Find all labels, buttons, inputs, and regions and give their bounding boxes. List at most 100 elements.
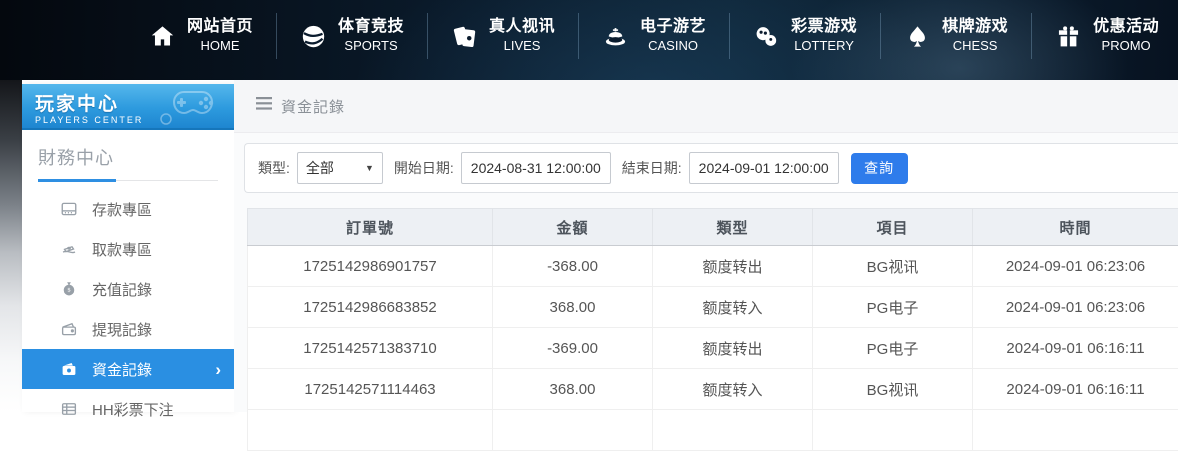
cell-item: BG视讯 (813, 369, 973, 410)
cell-amount: 368.00 (493, 287, 653, 328)
nav-item-lives[interactable]: 真人视讯 LIVES (427, 13, 578, 59)
sidebar-menu: 存款專區 取款專區 $ 充值記錄 (22, 189, 234, 429)
nav-label-zh: 真人视讯 (489, 17, 555, 38)
sidebar-item-recharge-record[interactable]: $ 充值記錄 (22, 269, 234, 309)
cell-time: 2024-09-01 06:23:06 (973, 287, 1178, 328)
breadcrumb: 資金記錄 (234, 80, 1178, 133)
recharge-record-icon: $ (60, 280, 78, 298)
nav-label-zh: 电子游艺 (640, 17, 706, 38)
sidebar-item-label: 存款專區 (92, 199, 152, 220)
table-row: 1725142571114463 368.00 额度转入 BG视讯 2024-0… (248, 369, 1178, 410)
end-date-input[interactable] (689, 152, 839, 184)
table-row-partial (248, 410, 1178, 451)
spade-icon (904, 23, 931, 50)
funds-record-table: 訂單號 金額 類型 項目 時間 1725142986901757 -368.00… (247, 208, 1178, 451)
cell-order-no: 1725142986901757 (248, 246, 493, 287)
cell-amount: -368.00 (493, 246, 653, 287)
column-header-type: 類型 (653, 209, 813, 246)
cell-amount: -369.00 (493, 328, 653, 369)
sports-ball-icon (300, 23, 327, 50)
nav-item-lottery[interactable]: 彩票游戏 LOTTERY (729, 13, 880, 59)
nav-label-en: LOTTERY (794, 38, 854, 55)
table-header-row: 訂單號 金額 類型 項目 時間 (248, 209, 1178, 246)
sidebar-item-label: 充值記錄 (92, 279, 152, 300)
nav-label-zh: 网站首页 (187, 17, 253, 38)
table-row: 1725142571383710 -369.00 额度转出 PG电子 2024-… (248, 328, 1178, 369)
sidebar-section-title: 財務中心 (38, 144, 218, 170)
start-date-input[interactable] (461, 152, 611, 184)
cell-time: 2024-09-01 06:16:11 (973, 369, 1178, 410)
start-date-label: 開始日期: (394, 158, 454, 178)
roulette-icon (602, 23, 629, 50)
lottery-balls-icon (753, 23, 780, 50)
section-divider (38, 179, 218, 181)
cell-time: 2024-09-01 06:23:06 (973, 246, 1178, 287)
nav-label-zh: 优惠活动 (1093, 17, 1159, 38)
gamepad-icon (154, 86, 228, 130)
sidebar-item-funds-record[interactable]: 資金記錄 › (22, 349, 234, 389)
hamburger-menu-icon[interactable] (256, 97, 272, 115)
sidebar-item-label: 資金記錄 (92, 359, 152, 380)
cell-order-no: 1725142571114463 (248, 369, 493, 410)
nav-item-home[interactable]: 网站首页 HOME (126, 13, 276, 59)
cell-item: PG电子 (813, 287, 973, 328)
type-select-value: 全部 (306, 158, 334, 178)
sidebar-header: 玩家中心 PLAYERS CENTER (22, 84, 234, 130)
main-content: 資金記錄 類型: 全部 ▼ 開始日期: 結束日期: 查詢 訂單號 金額 類型 項… (234, 80, 1178, 412)
nav-label-en: CASINO (648, 38, 698, 55)
table-row: 1725142986683852 368.00 额度转入 PG电子 2024-0… (248, 287, 1178, 328)
page-title: 資金記錄 (281, 96, 345, 117)
chevron-right-icon: › (215, 361, 221, 378)
sidebar-item-deposit[interactable]: 存款專區 (22, 189, 234, 229)
chevron-down-icon: ▼ (365, 163, 374, 173)
page-background-strip (0, 80, 22, 412)
sidebar-item-hh-lottery-bets[interactable]: HH彩票下注 (22, 389, 234, 429)
playing-cards-icon (451, 23, 478, 50)
cell-order-no: 1725142571383710 (248, 328, 493, 369)
end-date-label: 結束日期: (622, 158, 682, 178)
nav-label-zh: 体育竞技 (338, 17, 404, 38)
cell-item: PG电子 (813, 328, 973, 369)
cell-amount: 368.00 (493, 369, 653, 410)
home-icon (149, 23, 176, 50)
deposit-icon (60, 200, 78, 218)
cell-type: 额度转入 (653, 287, 813, 328)
type-select[interactable]: 全部 ▼ (297, 152, 383, 184)
cashout-record-icon (60, 320, 78, 338)
gift-icon (1055, 23, 1082, 50)
sidebar-item-label: 提現記錄 (92, 319, 152, 340)
cell-type: 额度转出 (653, 328, 813, 369)
svg-text:$: $ (67, 288, 71, 294)
withdraw-icon (60, 240, 78, 258)
cell-type: 额度转入 (653, 369, 813, 410)
filter-bar: 類型: 全部 ▼ 開始日期: 結束日期: 查詢 (244, 143, 1178, 193)
nav-item-sports[interactable]: 体育竞技 SPORTS (276, 13, 427, 59)
nav-item-chess[interactable]: 棋牌游戏 CHESS (880, 13, 1031, 59)
type-filter-label: 類型: (258, 158, 290, 178)
nav-item-promo[interactable]: 优惠活动 PROMO (1031, 13, 1178, 59)
table-row: 1725142986901757 -368.00 额度转出 BG视讯 2024-… (248, 246, 1178, 287)
nav-label-en: PROMO (1102, 38, 1151, 55)
nav-item-casino[interactable]: 电子游艺 CASINO (578, 13, 729, 59)
top-navigation: 网站首页 HOME 体育竞技 SPORTS 真人视讯 LIVES (0, 0, 1178, 80)
search-button[interactable]: 查詢 (851, 153, 908, 184)
bet-list-icon (60, 400, 78, 418)
nav-label-en: CHESS (953, 38, 998, 55)
sidebar-item-cashout-record[interactable]: 提現記錄 (22, 309, 234, 349)
sidebar: 玩家中心 PLAYERS CENTER 財務中心 存款專區 (22, 84, 234, 412)
funds-record-icon (60, 360, 78, 378)
nav-label-en: LIVES (504, 38, 541, 55)
sidebar-item-label: 取款專區 (92, 239, 152, 260)
sidebar-item-label: HH彩票下注 (92, 399, 174, 420)
column-header-time: 時間 (973, 209, 1178, 246)
column-header-order-no: 訂單號 (248, 209, 493, 246)
cell-time: 2024-09-01 06:16:11 (973, 328, 1178, 369)
cell-order-no: 1725142986683852 (248, 287, 493, 328)
nav-label-zh: 彩票游戏 (791, 17, 857, 38)
nav-label-en: HOME (201, 38, 240, 55)
column-header-amount: 金額 (493, 209, 653, 246)
column-header-item: 項目 (813, 209, 973, 246)
nav-label-en: SPORTS (344, 38, 397, 55)
nav-label-zh: 棋牌游戏 (942, 17, 1008, 38)
sidebar-item-withdraw[interactable]: 取款專區 (22, 229, 234, 269)
